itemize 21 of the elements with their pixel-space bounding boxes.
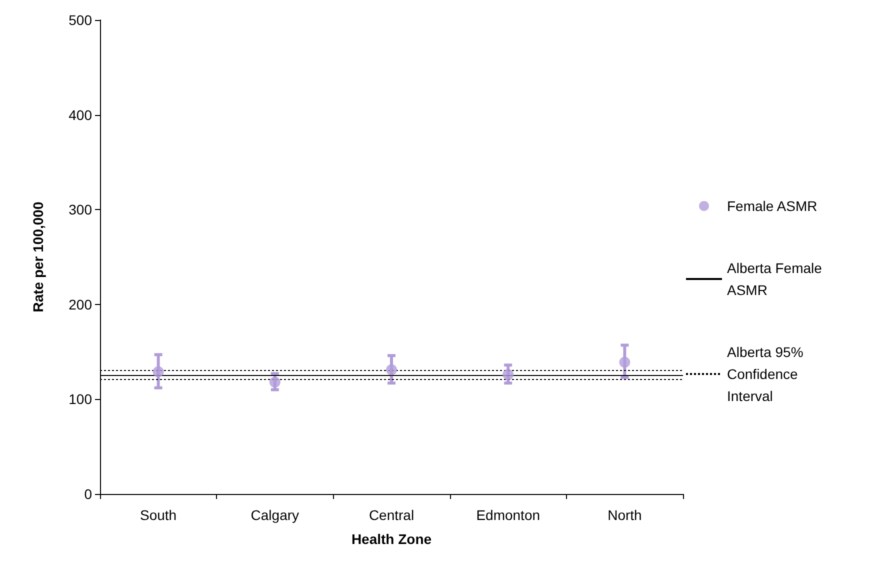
y-tick-label: 200 (68, 296, 92, 312)
y-tick-label: 300 (68, 202, 92, 218)
point (386, 364, 397, 376)
x-tick-label: North (608, 507, 642, 523)
x-axis-title: Health Zone (351, 531, 432, 547)
x-tick-label: Calgary (250, 507, 300, 523)
ref-line-label: Alberta 95% Confidence Interval (727, 344, 808, 404)
y-tick-label: 400 (68, 106, 92, 123)
x-tick-label: Edmonton (476, 507, 540, 523)
y-tick-label: 0 (84, 486, 92, 502)
y-axis-title: Rate per 100,000 (30, 202, 46, 312)
y-tick-label: 100 (68, 391, 92, 408)
point (152, 366, 164, 378)
legend-label: Female ASMR (727, 198, 818, 214)
legend-label: Alberta Female ASMR (727, 260, 826, 298)
point (269, 376, 280, 388)
x-tick-label: South (140, 507, 177, 523)
x-tick-label: Central (368, 507, 414, 523)
point (619, 356, 630, 368)
point (502, 369, 514, 380)
y-tick-label: 500 (68, 12, 92, 28)
